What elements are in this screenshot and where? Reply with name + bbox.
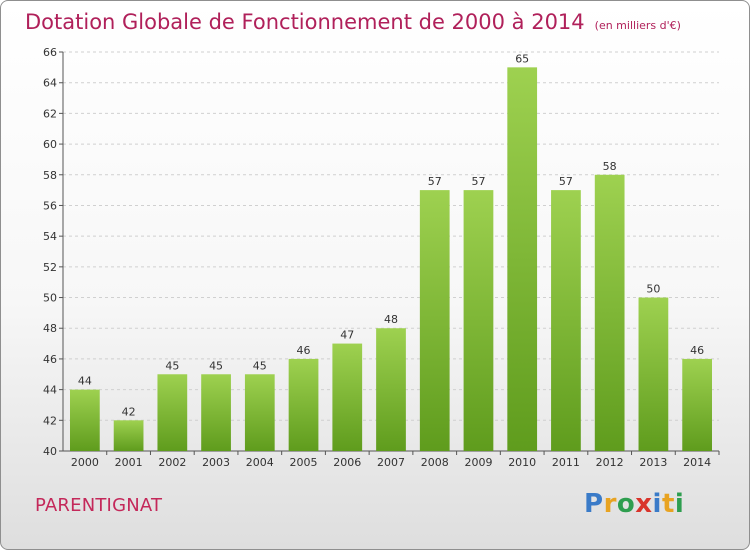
bar-2013 <box>638 297 669 451</box>
proxiti-logo-letter: i <box>652 489 662 519</box>
bar-2000 <box>69 389 100 451</box>
proxiti-logo-letter: i <box>674 489 685 519</box>
y-tick-label: 42 <box>43 414 57 427</box>
y-tick-label: 62 <box>43 107 57 120</box>
x-tick-label-2014: 2014 <box>683 456 711 469</box>
x-tick-label-2002: 2002 <box>158 456 186 469</box>
data-label-2003: 45 <box>209 359 223 372</box>
x-tick-label-2010: 2010 <box>508 456 536 469</box>
x-tick-label-2013: 2013 <box>639 456 667 469</box>
data-label-2014: 46 <box>690 344 704 357</box>
chart-subtitle: (en milliers d'€) <box>594 19 681 32</box>
x-tick-label-2011: 2011 <box>552 456 580 469</box>
x-tick-label-2001: 2001 <box>115 456 143 469</box>
proxiti-logo-letter: r <box>603 489 617 519</box>
x-tick-label-2007: 2007 <box>377 456 405 469</box>
proxiti-logo-letter: P <box>584 489 604 519</box>
y-tick-label: 44 <box>43 384 57 397</box>
y-tick-label: 54 <box>43 230 57 243</box>
bar-2002 <box>157 374 188 451</box>
bars <box>69 67 713 451</box>
data-label-2010: 65 <box>515 52 529 65</box>
y-tick-label: 48 <box>43 322 57 335</box>
data-label-2002: 45 <box>165 359 179 372</box>
bar-2010 <box>507 67 538 451</box>
commune-name: PARENTIGNAT <box>35 495 163 516</box>
y-tick-label: 66 <box>43 46 57 59</box>
data-label-2008: 57 <box>428 175 442 188</box>
data-label-2005: 46 <box>297 344 311 357</box>
chart-title: Dotation Globale de Fonctionnement de 20… <box>25 9 681 39</box>
chart-title-text: Dotation Globale de Fonctionnement de 20… <box>25 10 585 34</box>
proxiti-logo-letter: t <box>661 489 675 519</box>
bar-2003 <box>201 374 231 451</box>
bar-2009 <box>463 190 494 451</box>
x-tick-labels: 2000 2001 2002 2003 2004 2005 2006 2007 2008 2009… <box>71 451 720 469</box>
x-tick-label-2009: 2009 <box>464 456 492 469</box>
data-label-2001: 42 <box>122 405 136 418</box>
data-label-2012: 58 <box>603 160 617 173</box>
y-tick-label: 56 <box>43 199 57 212</box>
data-label-2013: 50 <box>646 283 660 296</box>
y-tick-label: 64 <box>43 77 57 90</box>
y-tick-label: 58 <box>43 169 57 182</box>
bar-2007 <box>376 328 406 451</box>
bar-2008 <box>419 190 450 451</box>
data-labels: 44 42 45 45 45 46 47 48 57 57 65 57 58 50 46 <box>78 52 704 418</box>
data-label-2000: 44 <box>78 375 92 388</box>
y-tick-label: 40 <box>43 445 57 458</box>
y-tick-labels: 40 42 44 46 48 50 52 54 56 58 60 62 64 66 <box>43 46 57 458</box>
data-label-2009: 57 <box>471 175 485 188</box>
x-tick-label-2005: 2005 <box>290 456 318 469</box>
bar-2012 <box>594 174 625 451</box>
y-tick-label: 46 <box>43 353 57 366</box>
bar-2001 <box>113 420 144 451</box>
x-tick-label-2004: 2004 <box>246 456 274 469</box>
x-tick-label-2008: 2008 <box>421 456 449 469</box>
proxiti-logo-letter: x <box>635 489 653 519</box>
bar-2014 <box>682 358 713 451</box>
bar-2005 <box>288 358 319 451</box>
bar-2011 <box>551 190 581 451</box>
data-label-2011: 57 <box>559 175 573 188</box>
y-tick-label: 50 <box>43 292 57 305</box>
x-tick-label-2003: 2003 <box>202 456 230 469</box>
x-tick-label-2012: 2012 <box>596 456 624 469</box>
data-label-2004: 45 <box>253 359 267 372</box>
bar-2004 <box>244 374 275 451</box>
proxiti-logo: Proxiti <box>584 489 684 519</box>
y-tick-label: 52 <box>43 261 57 274</box>
x-tick-label-2006: 2006 <box>333 456 361 469</box>
data-label-2007: 48 <box>384 313 398 326</box>
data-label-2006: 47 <box>340 329 354 342</box>
x-tick-label-2000: 2000 <box>71 456 99 469</box>
bar-2006 <box>332 343 363 451</box>
y-tick-label: 60 <box>43 138 57 151</box>
proxiti-logo-letter: o <box>616 489 636 519</box>
